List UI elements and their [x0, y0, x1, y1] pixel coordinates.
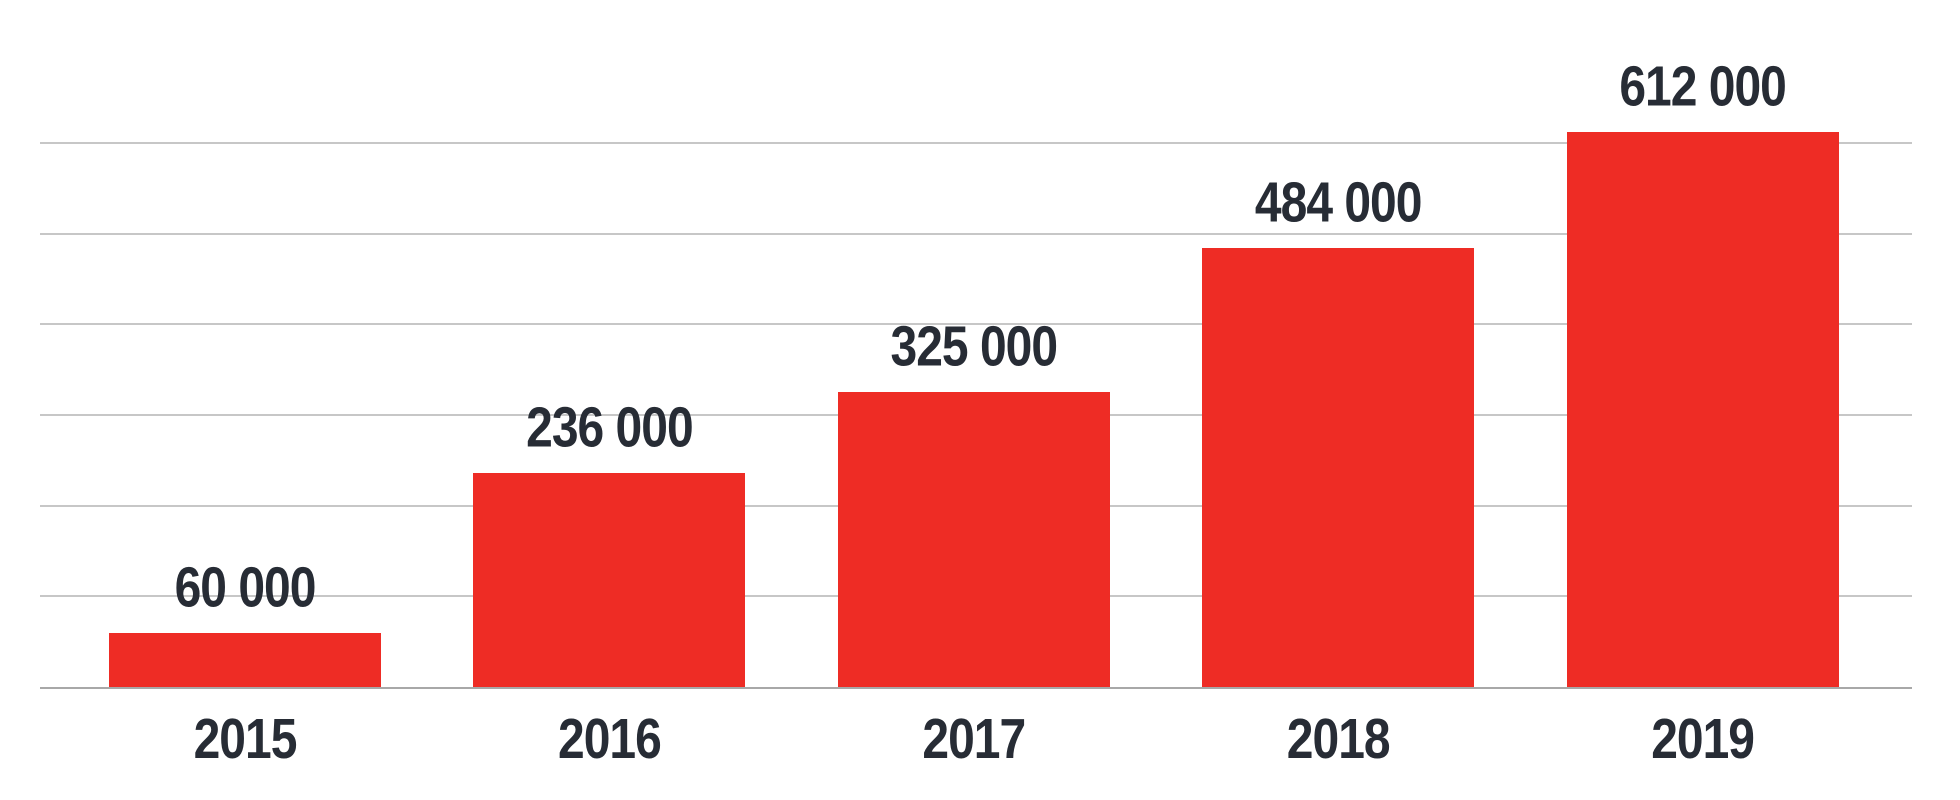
x-axis-tick-label: 2015: [193, 708, 298, 771]
bar-2016: [473, 472, 746, 687]
x-axis-tick-label: 2019: [1651, 708, 1755, 771]
bar-2018: [1202, 248, 1475, 687]
bar-value-label: 60 000: [174, 556, 317, 619]
gridline: [40, 232, 1912, 235]
bar-value-label: 612 000: [1619, 55, 1787, 119]
x-axis-tick-label: 2017: [922, 708, 1026, 771]
bar-2017: [837, 392, 1110, 687]
bar-2015: [109, 632, 381, 687]
gridline: [40, 323, 1912, 326]
bar-2019: [1566, 131, 1839, 687]
x-axis-line: [40, 687, 1912, 689]
bar-value-label: 236 000: [526, 396, 694, 460]
x-axis-tick-label: 2016: [558, 708, 662, 771]
bar-value-label: 484 000: [1254, 171, 1423, 235]
gridline: [40, 141, 1912, 144]
bar-value-label: 325 000: [890, 316, 1059, 379]
x-axis-tick-label: 2018: [1286, 708, 1391, 771]
